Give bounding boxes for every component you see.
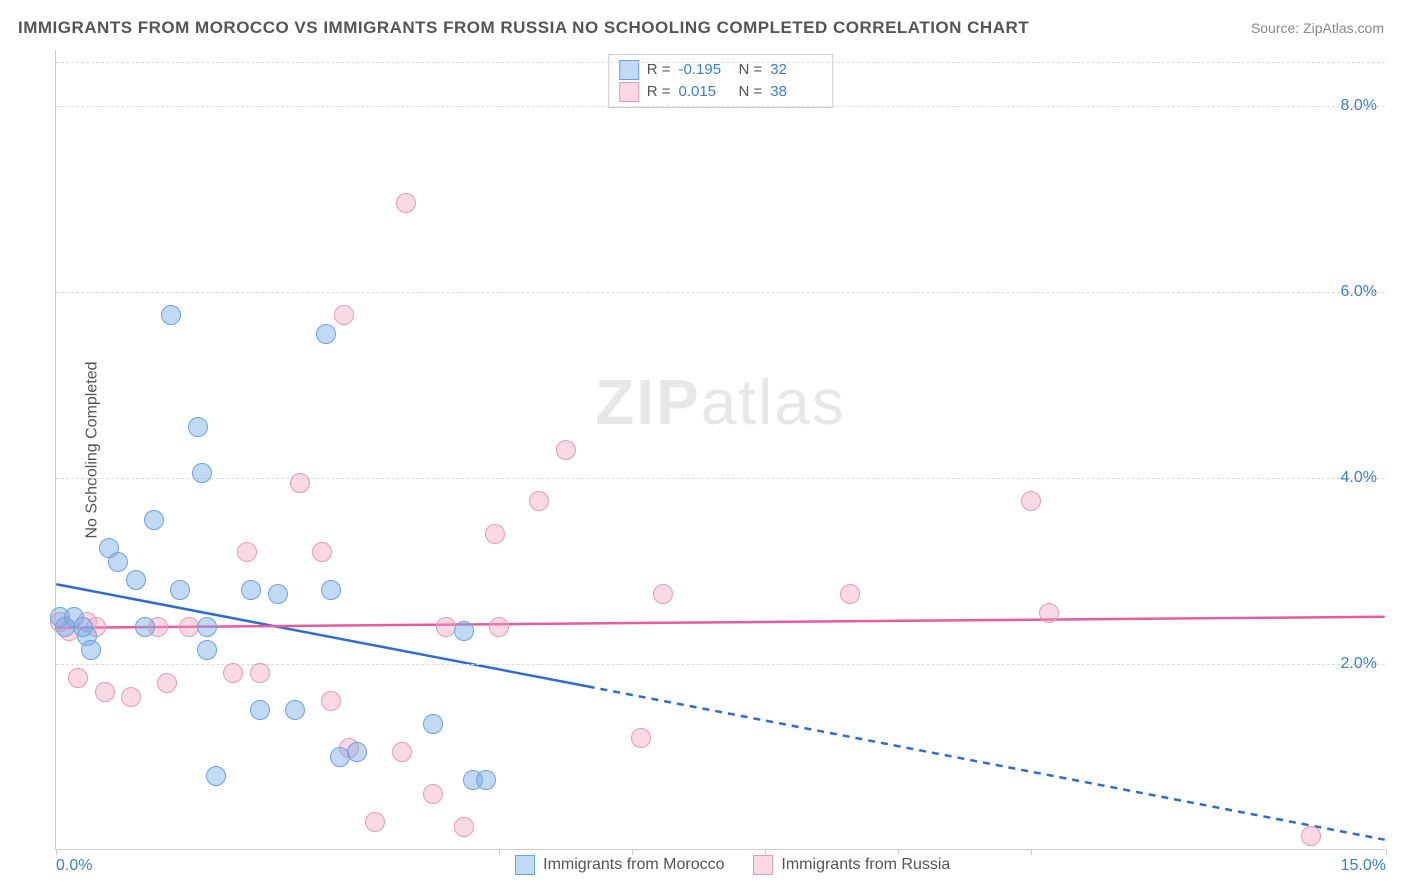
morocco-marker [285, 700, 305, 720]
morocco-marker [144, 510, 164, 530]
y-tick-label: 6.0% [1341, 283, 1377, 301]
morocco-marker [321, 580, 341, 600]
x-tick [765, 849, 766, 855]
x-tick [56, 849, 57, 855]
morocco-marker [347, 742, 367, 762]
russia-marker [321, 691, 341, 711]
morocco-marker [81, 640, 101, 660]
russia-marker [157, 673, 177, 693]
x-tick [1031, 849, 1032, 855]
morocco-marker [250, 700, 270, 720]
russia-marker [436, 617, 456, 637]
morocco-marker [206, 766, 226, 786]
russia-marker [1021, 491, 1041, 511]
morocco-marker [423, 714, 443, 734]
stats-row-russia: R = 0.015 N = 38 [619, 81, 823, 103]
x-tick [499, 849, 500, 855]
r-label: R = [647, 81, 671, 103]
grid-line [56, 292, 1385, 293]
russia-marker [223, 663, 243, 683]
grid-line [56, 106, 1385, 107]
trend-lines [56, 50, 1385, 849]
russia-r-value: 0.015 [679, 81, 731, 103]
y-tick-label: 2.0% [1341, 655, 1377, 673]
grid-line [56, 478, 1385, 479]
x-tick [898, 849, 899, 855]
morocco-marker [192, 463, 212, 483]
source-label: Source: ZipAtlas.com [1251, 20, 1384, 36]
russia-marker [290, 473, 310, 493]
bottom-legend: Immigrants from Morocco Immigrants from … [56, 855, 1385, 875]
y-tick-label: 8.0% [1341, 97, 1377, 115]
x-tick-label: 15.0% [1341, 857, 1386, 875]
russia-marker [250, 663, 270, 683]
russia-marker [121, 687, 141, 707]
morocco-marker [161, 305, 181, 325]
grid-line [56, 62, 1385, 63]
swatch-russia-icon [753, 855, 773, 875]
morocco-marker [126, 570, 146, 590]
morocco-marker [170, 580, 190, 600]
morocco-marker [241, 580, 261, 600]
russia-marker [1039, 603, 1059, 623]
russia-marker [485, 524, 505, 544]
x-tick-label: 0.0% [56, 857, 92, 875]
morocco-marker [476, 770, 496, 790]
russia-marker [68, 668, 88, 688]
morocco-marker [316, 324, 336, 344]
x-tick [632, 849, 633, 855]
russia-marker [840, 584, 860, 604]
russia-marker [237, 542, 257, 562]
swatch-russia-icon [619, 82, 639, 102]
morocco-marker [197, 640, 217, 660]
n-label: N = [739, 81, 763, 103]
swatch-morocco-icon [619, 60, 639, 80]
russia-marker [556, 440, 576, 460]
x-tick [1386, 849, 1387, 855]
russia-n-value: 38 [770, 81, 822, 103]
morocco-marker [454, 621, 474, 641]
russia-marker [334, 305, 354, 325]
russia-marker [423, 784, 443, 804]
russia-marker [392, 742, 412, 762]
legend-morocco-label: Immigrants from Morocco [543, 856, 724, 873]
y-tick-label: 4.0% [1341, 469, 1377, 487]
russia-marker [454, 817, 474, 837]
morocco-marker [188, 417, 208, 437]
morocco-marker [108, 552, 128, 572]
russia-marker [529, 491, 549, 511]
russia-marker [653, 584, 673, 604]
russia-marker [631, 728, 651, 748]
chart-title: IMMIGRANTS FROM MOROCCO VS IMMIGRANTS FR… [18, 18, 1029, 38]
legend-russia-label: Immigrants from Russia [781, 856, 950, 873]
russia-marker [365, 812, 385, 832]
russia-marker [489, 617, 509, 637]
swatch-morocco-icon [515, 855, 535, 875]
russia-marker [1301, 826, 1321, 846]
plot-area: No Schooling Completed ZIPatlas R = -0.1… [55, 50, 1385, 850]
morocco-marker [197, 617, 217, 637]
russia-marker [396, 193, 416, 213]
russia-marker [95, 682, 115, 702]
morocco-marker [268, 584, 288, 604]
russia-marker [312, 542, 332, 562]
morocco-marker [135, 617, 155, 637]
